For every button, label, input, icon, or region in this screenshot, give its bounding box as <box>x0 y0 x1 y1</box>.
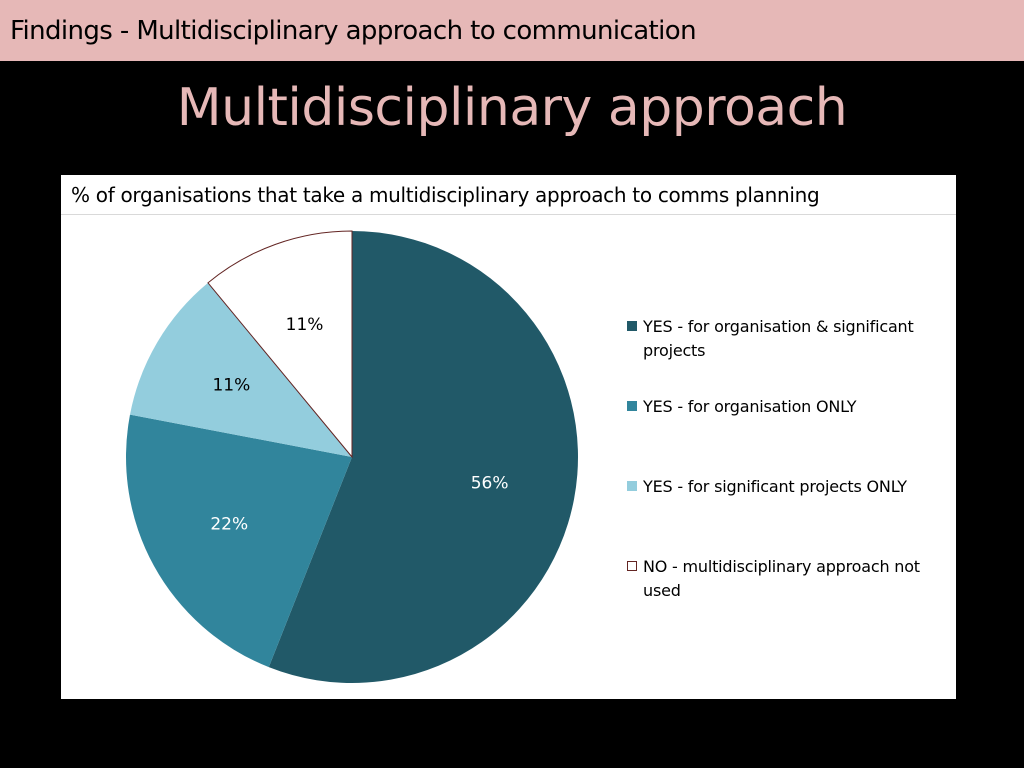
header-title: Findings - Multidisciplinary approach to… <box>10 15 697 46</box>
legend-swatch <box>627 481 637 491</box>
legend-item-yes-for-organisation-significant-projects: YES - for organisation & significant pro… <box>627 315 947 363</box>
legend-label: YES - for organisation & significant pro… <box>643 317 914 360</box>
legend-label: YES - for significant projects ONLY <box>643 477 907 496</box>
pie-data-label-4: 11% <box>286 315 324 335</box>
legend-swatch <box>627 321 637 331</box>
pie-slice-3 <box>130 282 352 457</box>
chart-frame: % of organisations that take a multidisc… <box>61 175 956 699</box>
pie-data-label-2: 22% <box>210 515 248 535</box>
pie-slice-2 <box>125 414 352 668</box>
chart-title: % of organisations that take a multidisc… <box>61 175 956 215</box>
legend-swatch <box>627 401 637 411</box>
legend-swatch <box>627 561 637 571</box>
pie-chart: 56% 22% 11% 11% <box>125 230 578 683</box>
pie-data-label-3: 11% <box>212 376 250 396</box>
legend-item-no-multidisciplinary-approach-not-used: NO - multidisciplinary approach not used <box>627 555 947 603</box>
header-bar: Findings - Multidisciplinary approach to… <box>0 0 1024 61</box>
legend-item-yes-for-organisation-only: YES - for organisation ONLY <box>627 395 947 419</box>
legend-label: YES - for organisation ONLY <box>643 397 857 416</box>
pie-slice-1 <box>268 231 578 683</box>
slide-title: Multidisciplinary approach <box>176 78 848 138</box>
legend-label: NO - multidisciplinary approach not used <box>643 557 920 600</box>
legend-item-yes-for-significant-projects-only: YES - for significant projects ONLY <box>627 475 947 499</box>
pie-data-label-1: 56% <box>471 473 509 493</box>
pie-slice-4 <box>207 230 353 459</box>
